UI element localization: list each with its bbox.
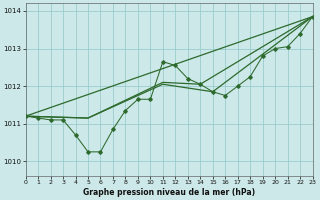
X-axis label: Graphe pression niveau de la mer (hPa): Graphe pression niveau de la mer (hPa) — [83, 188, 255, 197]
